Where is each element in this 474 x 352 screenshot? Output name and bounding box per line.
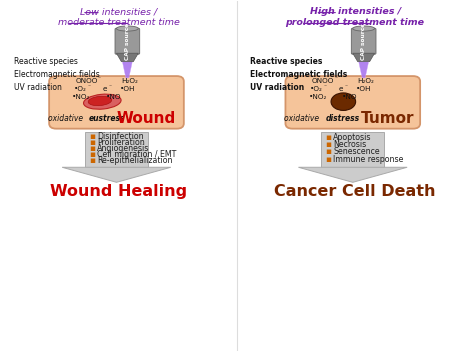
Text: Re-epithelialization: Re-epithelialization [97, 156, 172, 165]
Text: prolonged treatment time: prolonged treatment time [286, 18, 425, 27]
Text: eustress: eustress [89, 114, 126, 123]
Polygon shape [122, 62, 132, 78]
Text: ▪: ▪ [325, 147, 331, 156]
Text: ⁻: ⁻ [98, 77, 101, 82]
Ellipse shape [88, 96, 112, 106]
Polygon shape [62, 167, 171, 182]
Polygon shape [85, 132, 148, 167]
Text: ▪: ▪ [89, 156, 95, 165]
Polygon shape [299, 167, 407, 182]
Text: oxidative: oxidative [48, 114, 85, 123]
Text: High intensities /: High intensities / [310, 7, 401, 16]
Text: e: e [339, 86, 343, 92]
Text: Necrosis: Necrosis [333, 140, 366, 149]
Text: ONOO: ONOO [75, 78, 98, 84]
Text: ▪: ▪ [89, 150, 95, 159]
Text: •NO₂: •NO₂ [309, 94, 327, 100]
Text: Reactive species
Electromagnetic fields
UV radiation: Reactive species Electromagnetic fields … [250, 57, 347, 92]
FancyBboxPatch shape [115, 28, 140, 54]
Ellipse shape [83, 94, 121, 109]
Text: moderate treatment time: moderate treatment time [58, 18, 180, 27]
Text: ▪: ▪ [325, 140, 331, 149]
Text: Cell migration / EMT: Cell migration / EMT [97, 150, 176, 159]
Ellipse shape [353, 26, 374, 31]
FancyBboxPatch shape [49, 76, 184, 129]
FancyBboxPatch shape [285, 76, 420, 129]
Text: Reactive species
Electromagnetic fields
UV radiation: Reactive species Electromagnetic fields … [14, 57, 100, 92]
Text: Tumor: Tumor [361, 111, 414, 126]
Text: •OH: •OH [120, 86, 135, 92]
Text: ▪: ▪ [89, 144, 95, 153]
Text: Cancer Cell Death: Cancer Cell Death [274, 184, 436, 199]
Polygon shape [353, 53, 374, 62]
Text: •O₂: •O₂ [74, 86, 87, 92]
Text: •NO₂: •NO₂ [72, 94, 91, 100]
Text: CAP source: CAP source [361, 23, 366, 60]
Text: e: e [102, 86, 107, 92]
Text: Senescence: Senescence [333, 147, 380, 156]
Text: distress: distress [325, 114, 359, 123]
Polygon shape [117, 53, 138, 62]
Text: Wound: Wound [117, 111, 176, 126]
Text: Proliferation: Proliferation [97, 138, 145, 147]
Text: Angiogenesis: Angiogenesis [97, 144, 149, 153]
Text: ⁻: ⁻ [87, 86, 91, 91]
Text: Apoptosis: Apoptosis [333, 133, 372, 142]
Text: ▪: ▪ [89, 132, 95, 141]
Text: ⁻: ⁻ [109, 86, 111, 91]
Text: •NO: •NO [342, 94, 357, 100]
Text: ⁻: ⁻ [345, 86, 348, 91]
Text: •O₂: •O₂ [310, 86, 323, 92]
Ellipse shape [331, 93, 356, 111]
Polygon shape [321, 132, 384, 167]
Text: •NO: •NO [106, 94, 121, 100]
Text: •OH: •OH [356, 86, 372, 92]
FancyBboxPatch shape [351, 28, 376, 54]
Ellipse shape [117, 26, 138, 31]
Text: ONOO: ONOO [311, 78, 334, 84]
Text: oxidative: oxidative [284, 114, 322, 123]
Text: H₂O₂: H₂O₂ [121, 78, 138, 84]
Text: Immune response: Immune response [333, 155, 403, 164]
Polygon shape [359, 62, 369, 78]
Text: Low intensities /: Low intensities / [80, 7, 157, 16]
Text: ⁻: ⁻ [323, 86, 327, 91]
Text: Wound Healing: Wound Healing [50, 184, 187, 199]
Text: ▪: ▪ [89, 138, 95, 147]
Text: ▪: ▪ [325, 133, 331, 142]
Text: H₂O₂: H₂O₂ [357, 78, 374, 84]
Text: CAP source: CAP source [125, 23, 130, 60]
Text: Disinfection: Disinfection [97, 132, 144, 141]
Text: ▪: ▪ [325, 155, 331, 164]
Text: ⁻: ⁻ [334, 77, 337, 82]
